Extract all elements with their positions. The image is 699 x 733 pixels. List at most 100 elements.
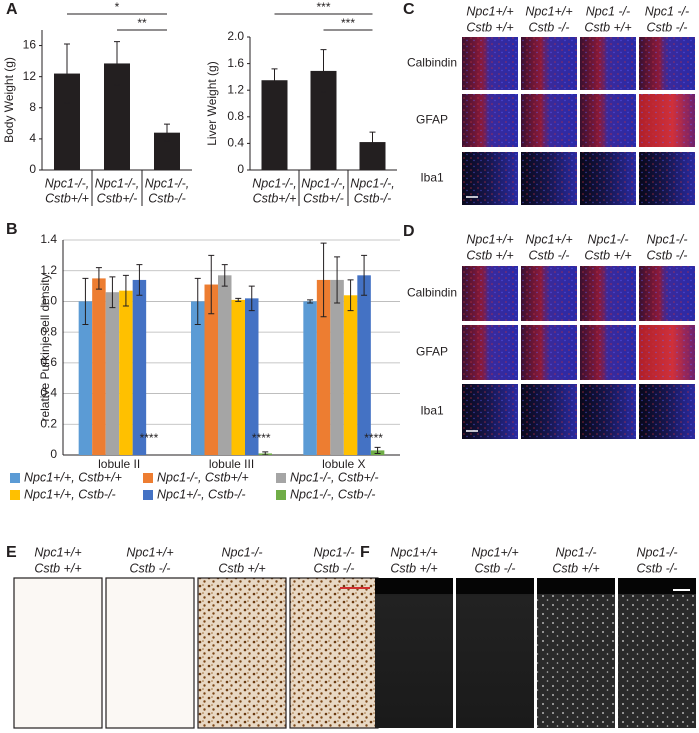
panel-label: F (360, 544, 370, 561)
row-label: Calbindin (407, 286, 457, 300)
panel-label: D (403, 223, 415, 240)
column-header: Npc1+/+ (525, 4, 572, 18)
error-bar (262, 451, 269, 456)
column-header: Cstb -/- (637, 561, 678, 575)
column-header: Npc1-/- (556, 545, 597, 559)
micrograph-texture (462, 37, 518, 90)
legend-label: Npc1+/+, Cstb+/+ (24, 470, 122, 484)
x-tick-label: Cstb+/- (303, 191, 344, 205)
micrograph-texture (462, 266, 518, 321)
bar (92, 278, 106, 455)
column-header: Cstb +/+ (466, 248, 513, 262)
micrograph (105, 577, 195, 729)
y-tick-label: 0 (50, 447, 57, 461)
error-bar (347, 279, 354, 312)
error-bar (334, 256, 341, 304)
panel-label: B (6, 221, 18, 238)
column-header: Npc1+/+ (525, 232, 572, 246)
x-tick-label: Cstb+/+ (45, 191, 89, 205)
column-header: Npc1-/- (314, 545, 355, 559)
x-tick-label: lobule II (98, 457, 140, 471)
significance-label: * (115, 0, 120, 14)
micrograph (618, 578, 696, 728)
micrograph-top (618, 578, 696, 594)
x-tick-label: Npc1-/-, (95, 176, 139, 190)
error-bar (114, 41, 120, 86)
column-header: Npc1+/+ (390, 545, 437, 559)
error-bar (109, 276, 116, 309)
bar (245, 298, 259, 455)
row-label: GFAP (416, 113, 448, 127)
column-header: Npc1+/+ (466, 232, 513, 246)
micrograph-texture (639, 37, 695, 90)
column-header: Npc1-/- (637, 545, 678, 559)
micrograph-texture (580, 325, 636, 380)
column-header: Cstb -/- (647, 20, 688, 34)
micrograph-texture (639, 325, 695, 380)
legend-label: Npc1-/-, Cstb+/+ (157, 470, 249, 484)
column-header: Cstb +/+ (390, 561, 437, 575)
column-header: Cstb +/+ (34, 561, 81, 575)
bar (343, 295, 358, 455)
significance-label: **** (364, 431, 383, 445)
y-axis-title: Body Weight (g) (2, 57, 16, 143)
row-label: Calbindin (407, 56, 457, 70)
x-tick-label: Npc1-/-, (301, 176, 345, 190)
bar (218, 275, 232, 455)
x-tick-label: lobule III (209, 457, 254, 471)
error-bar (208, 254, 215, 315)
significance-label: *** (316, 0, 330, 14)
legend-swatch (10, 473, 20, 483)
legend-swatch (276, 490, 286, 500)
y-tick-label: 12 (23, 69, 37, 83)
column-header: Npc1-/- (588, 232, 629, 246)
column-header: Cstb -/- (475, 561, 516, 575)
row-label: GFAP (416, 345, 448, 359)
column-header: Npc1-/- (647, 232, 688, 246)
micrograph-texture (639, 384, 695, 439)
legend-label: Npc1-/-, Cstb+/- (290, 470, 379, 484)
micrograph-texture (462, 325, 518, 380)
bar (316, 279, 331, 455)
y-axis-title: Liver Weight (g) (205, 61, 219, 145)
x-tick-label: Npc1-/-, (145, 176, 189, 190)
panel-label: E (6, 544, 17, 561)
column-header: Npc1+/+ (126, 545, 173, 559)
column-header: Npc1+/+ (466, 4, 513, 18)
column-header: Cstb -/- (647, 248, 688, 262)
x-tick-label: Cstb-/- (148, 191, 186, 205)
bar (357, 275, 371, 455)
legend-swatch (143, 473, 153, 483)
error-bar (194, 277, 201, 325)
micrograph (13, 577, 103, 729)
micrograph-texture (580, 152, 636, 205)
micrograph-texture (639, 152, 695, 205)
y-tick-label: 0.4 (40, 386, 57, 400)
micrograph-top (537, 578, 615, 594)
column-header: Cstb -/- (529, 248, 570, 262)
panel-label: C (403, 1, 415, 18)
micrograph-texture (521, 37, 577, 90)
y-tick-label: 0 (237, 162, 244, 176)
y-tick-label: 0.2 (40, 416, 57, 430)
y-tick-label: 8 (29, 100, 36, 114)
y-tick-label: 1.0 (40, 294, 57, 308)
x-tick-label: Npc1-/-, (252, 176, 296, 190)
micrograph-texture (580, 94, 636, 147)
row-label: Iba1 (420, 171, 444, 185)
bar (191, 301, 205, 455)
column-header: Cstb -/- (314, 561, 355, 575)
error-bar (248, 285, 255, 312)
significance-label: *** (341, 16, 355, 30)
y-tick-label: 0.8 (227, 109, 244, 123)
error-bar (221, 264, 228, 287)
column-header: Npc1+/+ (471, 545, 518, 559)
legend-swatch (143, 490, 153, 500)
error-bar (307, 299, 314, 304)
legend-label: Npc1-/-, Cstb-/- (290, 487, 375, 501)
column-header: Cstb +/+ (584, 20, 631, 34)
y-tick-label: 1.2 (40, 263, 57, 277)
micrograph-texture (462, 384, 518, 439)
micrograph-texture (580, 384, 636, 439)
significance-label: ** (137, 16, 147, 30)
